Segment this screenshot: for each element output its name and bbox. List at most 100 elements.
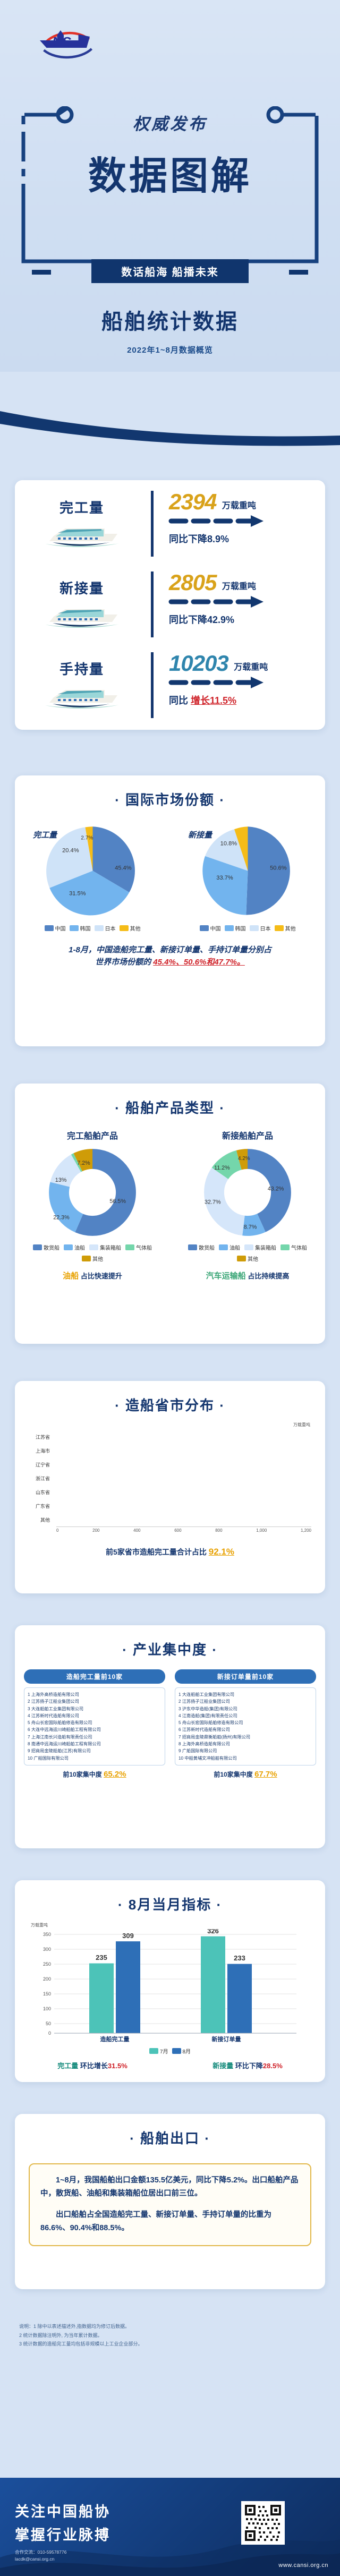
donut-slice-label: 32.7%	[205, 1199, 221, 1206]
export-paragraph-2: 出口船舶占全国造船完工量、新接订单量、手持订单量的比重为86.6%、90.4%和…	[40, 2210, 271, 2233]
donut-svg: 43.2% 8.7% 32.7% 11.2% 4.2%	[204, 1149, 291, 1236]
dashed-arrow-icon	[168, 596, 264, 608]
pie-chart-completions: 完工量 45.4% 31.5% 20.4% 2.7% 中国	[15, 822, 170, 932]
list-item: 10 广船国际有限公司	[28, 1755, 69, 1761]
list-item: 6 大连中远海运川崎船舶工程有限公司	[28, 1727, 101, 1733]
wave-divider	[0, 411, 340, 446]
publish-tag: 权威发布	[133, 115, 207, 133]
product-type-title: · 船舶产品类型 ·	[115, 1100, 225, 1116]
summary-value: 2394	[169, 489, 217, 514]
pie-slice-label: 45.4%	[115, 865, 132, 872]
svg-text:100: 100	[43, 2006, 51, 2011]
bar-row: 浙江省	[35, 1475, 50, 1481]
pie-slice-label: 20.4%	[62, 847, 79, 854]
svg-text:50: 50	[46, 2021, 51, 2026]
province-axis-title: 万载重吨	[293, 1422, 310, 1427]
pie-legend: 中国 韩国 日本 其他	[15, 924, 170, 932]
product-type-charts: 完工船舶产品 56.5% 22.3%	[15, 1129, 325, 1263]
dashed-arrow-icon	[168, 677, 264, 688]
footer-line-1: 关注中国船协	[15, 2504, 110, 2520]
qr-code[interactable]	[241, 2501, 285, 2545]
top10-completions: 造船完工量前10家 1 上海外高桥造船有限公司 2 江苏扬子江船业集团公司 3 …	[24, 1669, 165, 1779]
donut-slice-label: 43.2%	[268, 1185, 284, 1192]
bar-aug	[116, 1941, 140, 2033]
bar-row: 辽宁省	[35, 1462, 50, 1468]
cansi-logo: NS	[40, 30, 93, 59]
top10-foot: 前10家集中度 65.2%	[63, 1769, 126, 1779]
summary-row-backlog: 手持量 10203 万载重吨	[15, 645, 325, 726]
card-foot-bar	[27, 1846, 313, 1853]
donut-svg: 56.5% 22.3% 13% 7.2%	[49, 1149, 136, 1236]
footer-contact: 合作交流：010-59578776 lacdk@cansi.org.cn	[15, 2549, 66, 2563]
page-header: NS 权威发布 数据图解 数话船海 船播未来 船舶统计数据 2022年1~	[0, 0, 340, 372]
legend-item: 中国	[44, 924, 66, 932]
bar-row: 江苏省	[35, 1434, 50, 1440]
legend-item: 日本	[249, 924, 271, 932]
summary-change-up: 增长11.5%	[191, 695, 237, 706]
card-foot-bar	[27, 1044, 313, 1051]
bar-value-label: 235	[96, 1954, 107, 1961]
legend-item: 其他	[82, 1255, 103, 1263]
list-item: 3 大连船舶工业集团有限公司	[28, 1706, 84, 1711]
list-item: 7 上海江南长兴造船有限责任公司	[28, 1734, 92, 1739]
summary-label: 手持量	[59, 661, 104, 677]
province-note: 前5家省市造船完工量合计占比 92.1%	[106, 1547, 234, 1557]
legend-item: 气体船	[125, 1243, 152, 1251]
svg-text:250: 250	[43, 1961, 51, 1967]
market-share-card: · 国际市场份额 · 完工量 45.4% 31.5% 20.4% 2.	[15, 775, 325, 1051]
bar-row: 其他	[40, 1517, 50, 1523]
bar-category-label: 造船完工量	[100, 2035, 130, 2043]
bar-value-label: 326	[207, 1929, 219, 1935]
monthly-bar-chart: 万载重吨 350 300 250 200 150 100 50 0	[31, 1922, 309, 2055]
footer-url[interactable]: www.cansi.org.cn	[278, 2562, 328, 2569]
donut-slice-label: 4.2%	[238, 1156, 250, 1162]
summary-row-completions: 完工量 2394 万载重吨	[15, 483, 325, 564]
summary-divider	[151, 572, 154, 637]
market-share-caption-line2: 世界市场份额的 45.4%、50.6%和47.7%。	[95, 958, 245, 967]
export-box: 1~8月，我国船舶出口金额135.5亿美元，同比下降5.2%。出口船舶产品中，散…	[29, 2163, 311, 2246]
list-item: 7 招商局金陵鼎衡船舶(扬州)有限公司	[178, 1734, 251, 1739]
summary-change: 同比 增长11.5%	[169, 695, 237, 706]
decorative-brackets	[21, 106, 319, 263]
pie-slice-label: 10.8%	[220, 840, 237, 847]
bar-value-label: 233	[234, 1954, 245, 1962]
list-item: 5 舟山长宏国际船舶修造有限公司	[28, 1720, 92, 1726]
slogan-wrap: 数话船海 船播未来	[0, 259, 340, 283]
summary-right: 10203 万载重吨 同比 增长11.5%	[168, 652, 323, 707]
donut-slice-label: 13%	[55, 1177, 67, 1183]
legend-item: 集装箱船	[89, 1243, 121, 1251]
ship-icon	[45, 690, 120, 709]
legend-item: 7月	[149, 2047, 168, 2055]
list-item: 2 江苏扬子江船业集团公司	[178, 1699, 230, 1704]
pie-slice-label: 2.7%	[81, 835, 93, 841]
summary-right: 2805 万载重吨 同比下降42.9%	[168, 572, 323, 626]
list-item: 5 舟山长宏国际船舶修造有限公司	[178, 1720, 243, 1726]
province-note-highlight: 92.1%	[208, 1547, 234, 1557]
monthly-axis-title: 万载重吨	[31, 1923, 48, 1927]
market-share-title: · 国际市场份额 ·	[115, 792, 225, 808]
donut-slice-label: 11.2%	[214, 1165, 230, 1171]
footer-contact-email: lacdk@cansi.org.cn	[15, 2556, 55, 2562]
summary-unit: 万载重吨	[234, 663, 268, 672]
arrow-row	[168, 595, 323, 611]
donut-label: 新接船舶产品	[222, 1132, 273, 1141]
qr-code-icon	[243, 2503, 283, 2543]
list-item: 2 江苏扬子江船业集团公司	[28, 1699, 79, 1704]
pie-legend: 中国 韩国 日本 其他	[170, 924, 325, 932]
footer-line-2: 掌握行业脉搏	[15, 2527, 110, 2543]
donut-legend: 散货船 油船 集装箱船 气体船 其他	[181, 1243, 314, 1263]
page-main-title: 数据图解	[88, 155, 252, 198]
bar-row: 山东省	[35, 1489, 50, 1495]
card-foot-bar	[27, 1591, 313, 1598]
svg-text:NS: NS	[52, 34, 72, 50]
summary-card: 完工量 2394 万载重吨	[15, 480, 325, 735]
product-note-left: 油船 占比快速提升	[63, 1272, 122, 1281]
top10-list: 1 上海外高桥造船有限公司 2 江苏扬子江船业集团公司 3 大连船舶工业集团有限…	[24, 1687, 165, 1765]
footnote-line: 说明：1 除中以表述描述外,指数据均为修订后数据。	[19, 2324, 130, 2329]
pie-svg: 50.6% 33.7% 10.8%	[202, 826, 290, 915]
card-foot-bar	[27, 728, 313, 735]
bar-jul	[201, 1936, 225, 2033]
donut-slice-label: 22.3%	[53, 1214, 70, 1221]
legend-item: 韩国	[69, 924, 91, 932]
